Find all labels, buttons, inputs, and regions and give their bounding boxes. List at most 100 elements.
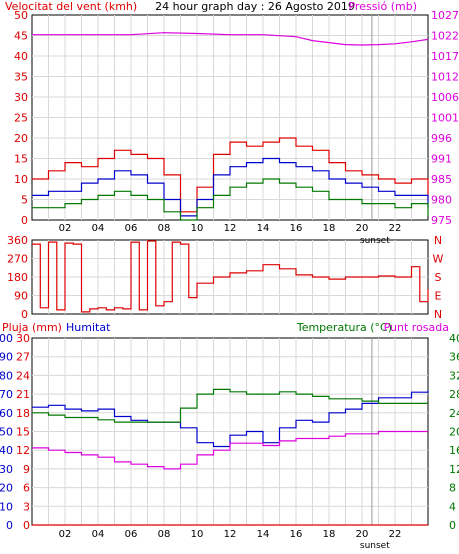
rain-y-tick-label: 15 — [16, 426, 30, 439]
pressure-y-tick-label: 996 — [431, 132, 452, 145]
rain-y-tick-label: 18 — [16, 407, 30, 420]
direction-compass-label: N — [434, 308, 442, 321]
wind-x-tick-label: 10 — [191, 223, 204, 234]
wind-x-tick-label: 06 — [125, 223, 138, 234]
direction-y-tick-label: 90 — [14, 290, 28, 303]
temperature-x-tick-label: 16 — [290, 529, 303, 540]
direction-compass-label: W — [433, 253, 444, 266]
rain-y-tick-label: 9 — [23, 463, 30, 476]
direction-y-tick-label: 360 — [7, 234, 28, 247]
temperature-sunset-label: sunset — [360, 541, 390, 551]
rain-y-tick-label: 3 — [23, 500, 30, 513]
humidity-y-tick-label: 100 — [0, 332, 13, 345]
wind-x-tick-label: 16 — [290, 223, 303, 234]
wind-y-tick-label: 30 — [14, 91, 28, 104]
rain-y-tick-label: 27 — [16, 351, 30, 364]
direction-compass-label: S — [435, 271, 442, 284]
pressure-y-tick-label: 991 — [431, 153, 452, 166]
wind-x-tick-label: 14 — [257, 223, 270, 234]
wind-y-tick-label: 25 — [14, 112, 28, 125]
temperature-axis-title: Temperatura (°C) — [296, 321, 392, 334]
series-direction — [32, 240, 429, 313]
pressure-y-tick-label: 1001 — [431, 112, 459, 125]
rain-y-tick-label: 30 — [16, 332, 30, 345]
rain-y-tick-label: 24 — [16, 369, 30, 382]
temperature-x-tick-label: 10 — [191, 529, 204, 540]
pressure-axis-title: Pressió (mb) — [348, 0, 417, 13]
series-low — [32, 178, 429, 221]
wind-x-tick-label: 04 — [92, 223, 105, 234]
rain-y-tick-label: 21 — [16, 388, 30, 401]
pressure-y-tick-label: 1022 — [431, 30, 459, 43]
temperature-y-tick-label: 20 — [449, 426, 459, 439]
humidity-y-tick-label: 0 — [6, 519, 13, 532]
rain-y-tick-label: 0 — [23, 519, 30, 532]
wind-x-tick-label: 18 — [323, 223, 336, 234]
humidity-y-tick-label: 80 — [0, 369, 13, 382]
wind-x-tick-label: 08 — [158, 223, 171, 234]
direction-y-tick-label: 0 — [21, 308, 28, 321]
wind-y-tick-label: 45 — [14, 30, 28, 43]
series-gust — [32, 137, 429, 213]
pressure-y-tick-label: 1006 — [431, 91, 459, 104]
direction-compass-label: N — [434, 234, 442, 247]
temperature-y-tick-label: 24 — [449, 407, 459, 420]
wind-y-tick-label: 50 — [14, 9, 28, 22]
series-temperature — [32, 388, 428, 423]
direction-y-tick-label: 180 — [7, 271, 28, 284]
humidity-y-tick-label: 20 — [0, 482, 13, 495]
pressure-y-tick-label: 1012 — [431, 71, 459, 84]
direction-y-tick-label: 270 — [7, 253, 28, 266]
pressure-y-tick-label: 975 — [431, 214, 452, 227]
chart-title: 24 hour graph day : 26 Agosto 2019 — [155, 0, 355, 13]
wind-x-tick-label: 22 — [389, 223, 402, 234]
series-dew — [32, 430, 428, 470]
wind-y-tick-label: 0 — [21, 214, 28, 227]
series-avg — [32, 157, 429, 217]
temperature-x-tick-label: 18 — [323, 529, 336, 540]
temperature-x-tick-label: 04 — [92, 529, 105, 540]
pressure-y-tick-label: 1017 — [431, 50, 459, 63]
wind-y-tick-label: 15 — [14, 153, 28, 166]
rain-axis-title: Pluja (mm) — [2, 321, 62, 334]
humidity-y-tick-label: 40 — [0, 444, 13, 457]
wind-y-tick-label: 20 — [14, 132, 28, 145]
temperature-x-tick-label: 08 — [158, 529, 171, 540]
temperature-y-tick-label: 32 — [449, 369, 459, 382]
pressure-y-tick-label: 985 — [431, 173, 452, 186]
humidity-y-tick-label: 50 — [0, 426, 13, 439]
humidity-y-tick-label: 30 — [0, 463, 13, 476]
temperature-x-tick-label: 02 — [59, 529, 72, 540]
rain-y-tick-label: 12 — [16, 444, 30, 457]
temperature-x-tick-label: 22 — [389, 529, 402, 540]
series-layer — [32, 32, 429, 526]
direction-compass-label: E — [435, 290, 442, 303]
wind-axis-title: Velocitat del vent (kmh) — [5, 0, 137, 13]
rain-y-tick-label: 6 — [23, 482, 30, 495]
dew-axis-title: Punt rosada — [384, 321, 449, 334]
wind-x-tick-label: 20 — [356, 223, 369, 234]
humidity-y-tick-label: 90 — [0, 351, 13, 364]
temperature-y-tick-label: 16 — [449, 444, 459, 457]
temperature-x-tick-label: 12 — [224, 529, 237, 540]
temperature-y-tick-label: 12 — [449, 463, 459, 476]
temperature-y-tick-label: 0 — [449, 519, 456, 532]
series-pressure — [32, 32, 429, 46]
label-layer: sunset0510152025303540455097598098599199… — [0, 9, 459, 551]
humidity-axis-title: Humitat — [66, 321, 111, 334]
wind-y-tick-label: 10 — [14, 173, 28, 186]
temperature-x-tick-label: 14 — [257, 529, 270, 540]
wind-x-tick-label: 02 — [59, 223, 72, 234]
pressure-y-tick-label: 1027 — [431, 9, 459, 22]
wind-x-tick-label: 12 — [224, 223, 237, 234]
wind-y-tick-label: 5 — [21, 194, 28, 207]
wind-y-tick-label: 35 — [14, 71, 28, 84]
humidity-y-tick-label: 70 — [0, 388, 13, 401]
temperature-y-tick-label: 4 — [449, 500, 456, 513]
temperature-x-tick-label: 20 — [356, 529, 369, 540]
wind-y-tick-label: 40 — [14, 50, 28, 63]
series-humidity — [32, 390, 429, 448]
humidity-y-tick-label: 60 — [0, 407, 13, 420]
wind-sunset-label: sunset — [360, 236, 390, 246]
